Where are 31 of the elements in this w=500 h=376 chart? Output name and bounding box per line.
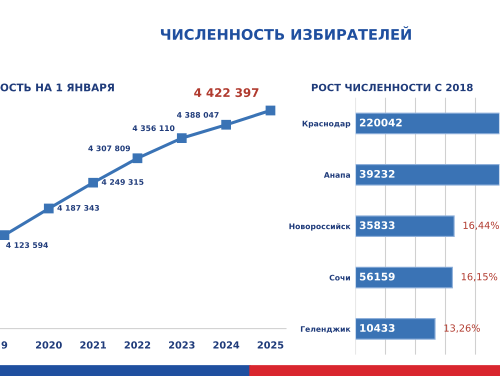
chart-subtitle: ОСТЬ НА 1 ЯНВАРЯ [0,84,114,92]
data-label: 16,15% [462,272,498,282]
bar [356,112,500,134]
bar [356,318,436,340]
annotation: 10433 [360,324,395,332]
chart-title: ЧИСЛЕННОСТЬ ИЗБИРАТЕЛЕЙ [160,26,411,40]
annotation: 39232 [360,170,394,178]
x-tick-label: 2024 [213,341,240,349]
chart-title: РОСТ ЧИСЛЕННОСТИ С 2018 [312,84,473,92]
point [132,153,142,164]
annotation: 220042 [360,118,402,126]
bar [356,164,500,186]
bar [356,266,453,288]
data-label: 16,44% [464,222,500,230]
x-tick-label: 2023 [169,341,195,349]
point [221,120,231,130]
point [88,178,98,188]
point [44,204,54,214]
x-tick-label: 9 [2,341,8,349]
x-tick-label: 2021 [80,341,106,349]
point [0,230,10,240]
point [176,133,187,143]
data-label: 13,26% [444,324,480,333]
x-tick-label: 2025 [258,341,284,349]
x-tick-label: 2020 [36,341,62,349]
annotation: 35833 [360,221,395,230]
x-tick-label: 2022 [124,341,150,349]
bar [356,215,455,237]
data-label: 4 422 397 [194,88,258,98]
point [266,106,276,116]
annotation: 56159 [360,272,395,281]
